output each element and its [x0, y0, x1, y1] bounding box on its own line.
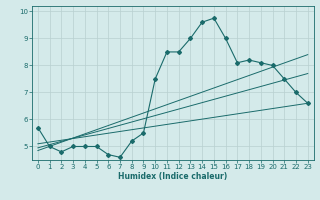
- X-axis label: Humidex (Indice chaleur): Humidex (Indice chaleur): [118, 172, 228, 181]
